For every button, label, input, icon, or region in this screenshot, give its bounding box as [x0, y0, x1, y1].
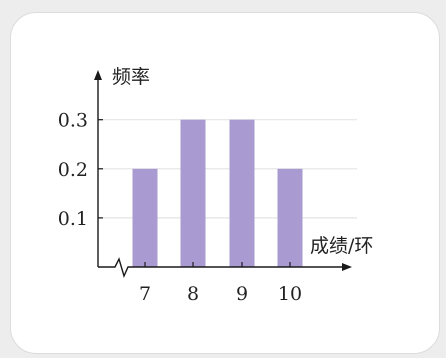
x-tick-label: 9 — [236, 283, 248, 305]
bar-7 — [132, 168, 158, 267]
bar-8 — [180, 119, 206, 267]
y-tick-label: 0.1 — [58, 208, 88, 230]
x-tick-label: 8 — [187, 283, 199, 305]
x-axis-line — [98, 257, 344, 279]
y-tick-label: 0.3 — [58, 110, 88, 132]
y-tick-label: 0.2 — [58, 159, 88, 181]
y-axis-arrow — [94, 70, 102, 80]
x-tick-label: 7 — [139, 283, 151, 305]
bar-9 — [229, 119, 255, 267]
axes — [94, 70, 352, 279]
chart-card — [10, 12, 440, 354]
y-axis-title: 频率 — [112, 66, 150, 88]
bar-10 — [277, 168, 303, 267]
x-axis-arrow — [342, 263, 352, 271]
x-tick-label: 10 — [278, 283, 302, 305]
bars — [132, 119, 303, 267]
x-tick-labels: 7 8 9 10 — [139, 283, 302, 305]
y-tick-labels: 0.1 0.2 0.3 — [58, 110, 88, 230]
x-axis-title: 成绩/环 — [310, 235, 373, 257]
